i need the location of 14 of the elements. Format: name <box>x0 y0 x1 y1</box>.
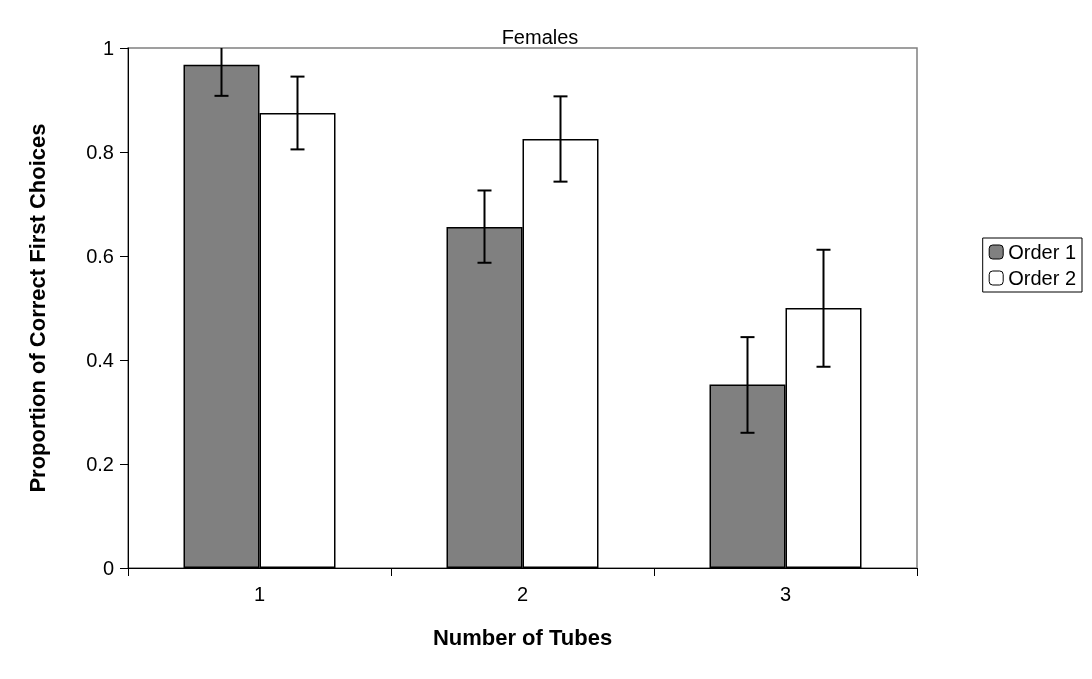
legend-label: Order 1 <box>1008 241 1077 263</box>
x-tick-label: 2 <box>516 583 529 605</box>
y-axis-title: Proportion of Correct First Choices <box>24 123 50 493</box>
y-tick-label: 0 <box>102 557 114 579</box>
legend-label: Order 2 <box>1008 267 1077 289</box>
x-axis-title: Number of Tubes <box>432 624 613 650</box>
y-tick-label: 1 <box>102 37 114 59</box>
chart-title: Females <box>501 26 579 48</box>
y-tick-label: 0.8 <box>86 141 114 163</box>
y-tick-label: 0.2 <box>86 453 114 475</box>
y-tick-label: 0.6 <box>86 245 114 267</box>
y-tick-label: 0.4 <box>86 349 114 371</box>
x-tick-label: 3 <box>779 583 792 605</box>
x-tick-label: 1 <box>253 583 266 605</box>
